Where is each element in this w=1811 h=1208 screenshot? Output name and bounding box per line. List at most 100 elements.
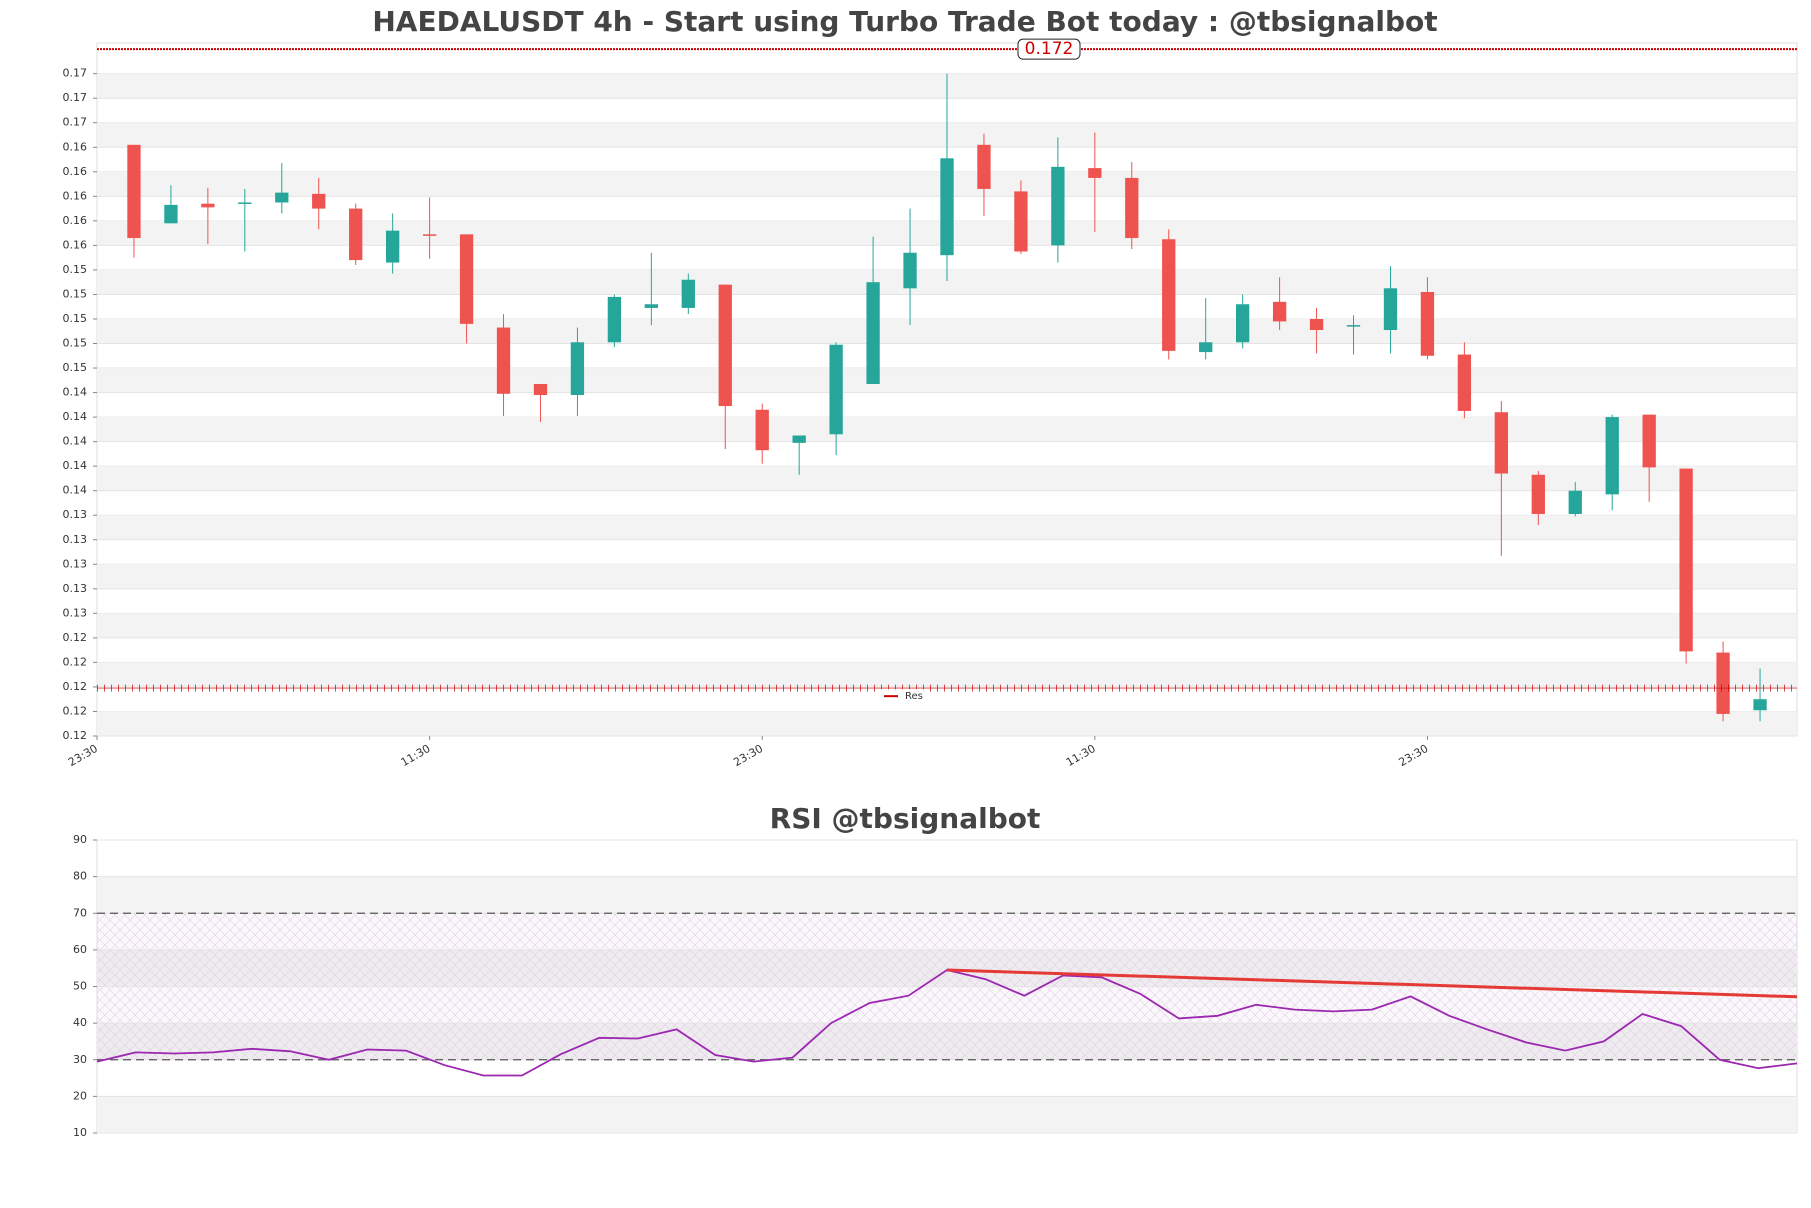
candle-body bbox=[644, 304, 658, 308]
y-tick-label: 10 bbox=[73, 1126, 87, 1139]
y-tick-label: 60 bbox=[73, 943, 87, 956]
y-tick-label: 0.14 bbox=[63, 484, 88, 497]
y-tick-label: 0.15 bbox=[63, 361, 88, 374]
candle-body bbox=[1383, 288, 1398, 331]
y-tick-label: 0.16 bbox=[63, 140, 88, 153]
candle-body bbox=[1309, 318, 1324, 331]
y-tick-label: 0.17 bbox=[63, 67, 88, 80]
candle-body bbox=[607, 296, 622, 343]
candle-body bbox=[533, 383, 548, 396]
candle-body bbox=[496, 327, 511, 394]
y-tick-label: 0.13 bbox=[63, 508, 88, 521]
y-tick-label: 20 bbox=[73, 1089, 87, 1102]
y-tick-label: 0.14 bbox=[63, 459, 88, 472]
y-tick-label: 0.12 bbox=[63, 680, 88, 693]
candle-body bbox=[1494, 412, 1508, 474]
candle-body bbox=[940, 158, 954, 256]
y-tick-label: 40 bbox=[73, 1016, 87, 1029]
y-tick-label: 80 bbox=[73, 870, 87, 883]
candle-body bbox=[1420, 291, 1435, 356]
resistance-label: 0.172 bbox=[1025, 39, 1074, 59]
y-tick-label: 0.12 bbox=[63, 631, 88, 644]
y-tick-label: 0.15 bbox=[63, 337, 88, 350]
grid-band bbox=[97, 613, 1797, 638]
y-tick-label: 0.12 bbox=[63, 704, 88, 717]
x-tick-label: 11:30 bbox=[399, 742, 433, 769]
trend-line bbox=[946, 968, 1798, 999]
y-tick-label: 0.14 bbox=[63, 386, 88, 399]
grid-band bbox=[97, 876, 1797, 914]
y-tick-label: 0.13 bbox=[63, 606, 88, 619]
grid-band bbox=[97, 318, 1797, 344]
y-tick-label: 90 bbox=[73, 833, 87, 846]
y-tick-label: 0.13 bbox=[63, 582, 88, 595]
grid-band bbox=[97, 515, 1797, 540]
candle-body bbox=[1753, 699, 1767, 711]
candle-body bbox=[1605, 417, 1619, 495]
candle-body bbox=[422, 234, 437, 236]
y-tick-label: 0.16 bbox=[63, 238, 88, 251]
candle-body bbox=[718, 284, 732, 407]
y-tick-label: 0.16 bbox=[63, 189, 88, 202]
candle-body bbox=[164, 204, 178, 224]
y-tick-label: 0.17 bbox=[63, 116, 88, 129]
y-tick-label: 0.15 bbox=[63, 287, 88, 300]
y-tick-label: 0.16 bbox=[63, 214, 88, 227]
y-tick-label: 0.15 bbox=[63, 312, 88, 325]
x-tick-label: 23:30 bbox=[1396, 742, 1430, 769]
candle-body bbox=[1236, 304, 1250, 343]
candle-body bbox=[127, 144, 141, 239]
rsi-line bbox=[96, 969, 1798, 1077]
candle-body bbox=[1457, 354, 1472, 411]
candle-body bbox=[977, 144, 991, 189]
candle-body bbox=[755, 409, 769, 451]
candle-body bbox=[275, 192, 289, 203]
grid-band bbox=[97, 1096, 1797, 1133]
candle-body bbox=[866, 282, 880, 384]
y-tick-label: 0.12 bbox=[63, 655, 88, 668]
y-tick-label: 30 bbox=[73, 1053, 87, 1066]
y-tick-label: 0.16 bbox=[63, 165, 88, 178]
y-tick-label: 0.13 bbox=[63, 533, 88, 546]
candle-body bbox=[1346, 325, 1361, 327]
candle-body bbox=[1014, 191, 1028, 252]
candle-body bbox=[1642, 414, 1656, 468]
candle-body bbox=[1716, 652, 1730, 714]
candle-body bbox=[829, 344, 843, 435]
grid-band bbox=[97, 564, 1797, 589]
candle-body bbox=[201, 203, 215, 208]
legend-box bbox=[878, 689, 930, 704]
candle-body bbox=[1679, 468, 1693, 652]
grid-band bbox=[97, 466, 1797, 491]
candle-body bbox=[1531, 474, 1545, 514]
rsi-title: RSI @tbsignalbot bbox=[770, 802, 1041, 835]
candle-body bbox=[238, 202, 252, 204]
candle-body bbox=[570, 342, 585, 396]
y-tick-label: 0.14 bbox=[63, 410, 88, 423]
candle-body bbox=[349, 208, 363, 261]
y-tick-label: 50 bbox=[73, 980, 87, 993]
candle-body bbox=[1199, 342, 1213, 353]
candle-body bbox=[1162, 239, 1176, 351]
candle-body bbox=[792, 435, 806, 443]
y-tick-label: 0.13 bbox=[63, 557, 88, 570]
chart-title: HAEDALUSDT 4h - Start using Turbo Trade … bbox=[372, 5, 1437, 38]
legend-label: Res bbox=[905, 691, 923, 702]
x-tick-label: 11:30 bbox=[1064, 742, 1098, 769]
y-tick-label: 0.12 bbox=[63, 729, 88, 742]
grid-band bbox=[97, 368, 1797, 393]
candle-body bbox=[312, 193, 326, 209]
candle-body bbox=[1088, 168, 1102, 178]
candle-body bbox=[386, 230, 400, 263]
candle-body bbox=[1272, 301, 1287, 322]
x-tick-label: 23:30 bbox=[731, 742, 765, 769]
y-tick-label: 0.15 bbox=[63, 263, 88, 276]
candle-body bbox=[1568, 490, 1582, 514]
x-tick-label: 23:30 bbox=[66, 742, 100, 769]
grid-band bbox=[97, 417, 1797, 442]
candle-body bbox=[903, 252, 917, 289]
candle-body bbox=[459, 234, 474, 324]
candle-body bbox=[681, 279, 695, 308]
